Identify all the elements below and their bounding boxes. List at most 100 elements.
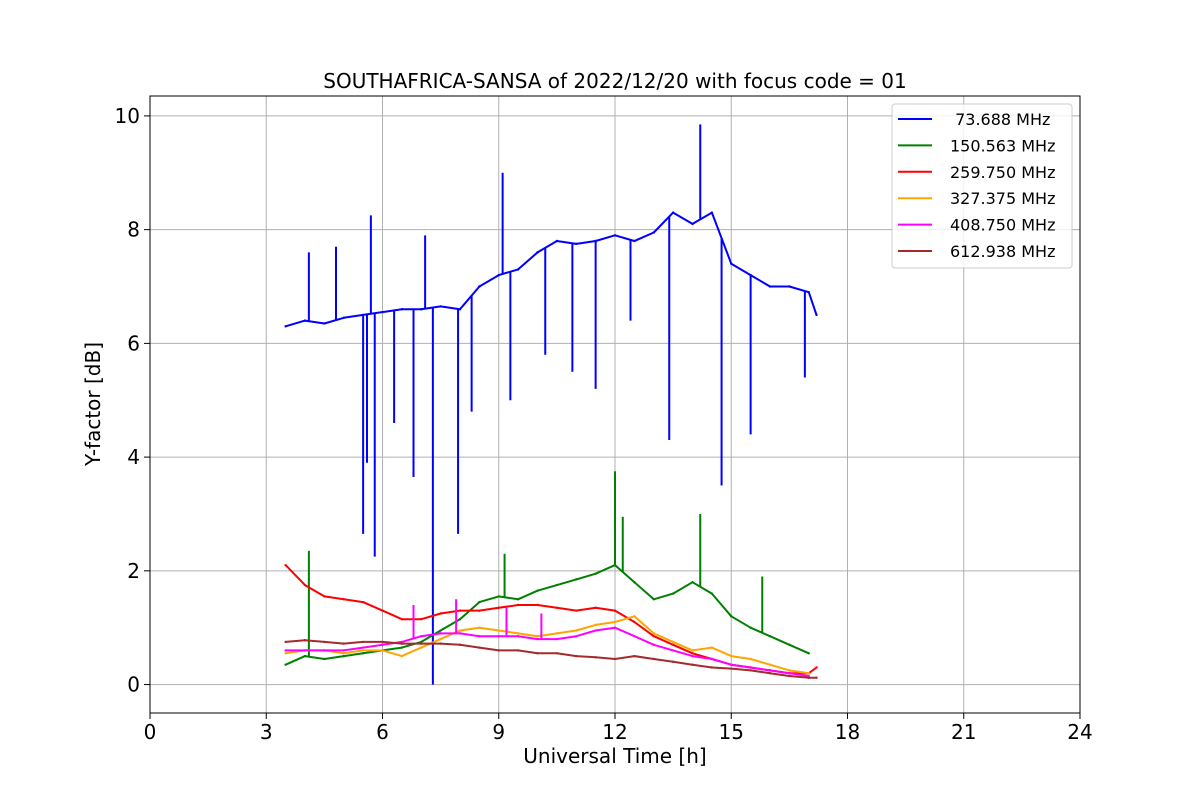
series-point bbox=[671, 643, 675, 646]
series-point bbox=[652, 635, 655, 638]
series-point bbox=[788, 643, 791, 646]
series-point bbox=[536, 251, 539, 254]
series-point bbox=[420, 308, 423, 311]
series-line bbox=[285, 615, 809, 675]
series-point bbox=[497, 273, 500, 277]
series-point bbox=[497, 649, 500, 652]
series-point bbox=[478, 609, 481, 612]
series-line bbox=[285, 626, 809, 677]
series-point bbox=[516, 598, 520, 601]
legend: 73.688 MHz 150.563 MHz 259.750 MHz 327.375 … bbox=[891, 103, 1073, 269]
series-point bbox=[420, 617, 423, 621]
legend-item: 150.563 MHz bbox=[898, 136, 1055, 155]
series-point bbox=[516, 603, 520, 607]
series-4 bbox=[284, 615, 810, 675]
series-point bbox=[633, 654, 636, 658]
series-1 bbox=[284, 124, 818, 685]
series-point bbox=[749, 626, 752, 629]
legend-item: 327.375 MHz bbox=[898, 189, 1055, 208]
legend-label: 73.688 MHz bbox=[950, 110, 1050, 129]
series-point bbox=[815, 676, 818, 679]
series-point bbox=[323, 640, 326, 644]
series-point bbox=[497, 595, 500, 598]
grid bbox=[149, 96, 1081, 713]
series-point bbox=[594, 656, 597, 659]
series-point bbox=[342, 598, 345, 601]
series-point bbox=[815, 313, 818, 317]
series-point bbox=[361, 646, 365, 649]
y-tick-label: 0 bbox=[127, 673, 140, 697]
series-point bbox=[303, 583, 307, 587]
series-point bbox=[613, 657, 617, 661]
series-point bbox=[458, 308, 462, 311]
series-point bbox=[361, 600, 365, 604]
series-point bbox=[594, 629, 597, 632]
series-point bbox=[439, 632, 442, 635]
series-point bbox=[633, 635, 636, 638]
series-point bbox=[768, 663, 772, 666]
series-point bbox=[323, 322, 326, 325]
series-point bbox=[652, 632, 655, 635]
series-point bbox=[710, 657, 714, 661]
series-point bbox=[788, 674, 791, 678]
series-point bbox=[691, 654, 694, 658]
series-point bbox=[633, 581, 636, 584]
series-point bbox=[575, 578, 578, 581]
series-point bbox=[555, 583, 559, 587]
series-point bbox=[807, 671, 810, 675]
series-point bbox=[284, 563, 287, 567]
series-point bbox=[478, 635, 481, 638]
series-point bbox=[555, 239, 559, 243]
series-point bbox=[516, 635, 520, 638]
legend-box bbox=[891, 103, 1073, 269]
y-tick-label: 2 bbox=[127, 559, 140, 583]
series-point bbox=[439, 637, 442, 641]
x-tick-label: 6 bbox=[376, 720, 389, 744]
series-point bbox=[768, 671, 772, 675]
x-tick-label: 0 bbox=[144, 720, 157, 744]
series-point bbox=[575, 609, 578, 612]
series-point bbox=[730, 262, 733, 265]
legend-label: 150.563 MHz bbox=[950, 136, 1055, 155]
series-point bbox=[555, 637, 559, 641]
series-point bbox=[284, 640, 287, 644]
series-point bbox=[400, 654, 404, 658]
chart-title: SOUTHAFRICA-SANSA of 2022/12/20 with foc… bbox=[323, 69, 907, 93]
series-point bbox=[458, 617, 462, 621]
series-point bbox=[788, 669, 791, 672]
series-point bbox=[420, 642, 423, 645]
series-point bbox=[671, 592, 675, 595]
series-point bbox=[575, 629, 578, 632]
legend-label: 408.750 MHz bbox=[950, 216, 1055, 235]
series-point bbox=[652, 231, 655, 234]
series-point bbox=[400, 617, 404, 621]
x-axis-ticks: 0 3 6 9 12 15 18 21 24 bbox=[144, 713, 1093, 744]
series-5 bbox=[284, 599, 810, 678]
series-point bbox=[652, 598, 655, 601]
series-point bbox=[381, 310, 384, 314]
series-point bbox=[361, 652, 365, 655]
x-tick-label: 24 bbox=[1067, 720, 1092, 744]
series-point bbox=[458, 643, 462, 646]
series-point bbox=[594, 606, 597, 609]
legend-item: 73.688 MHz bbox=[898, 110, 1050, 129]
series-point bbox=[516, 632, 520, 635]
series-point bbox=[381, 643, 384, 646]
series-point bbox=[555, 652, 559, 655]
y-axis-ticks: 0 2 4 6 8 10 bbox=[115, 104, 150, 697]
series-point bbox=[691, 652, 694, 655]
series-point bbox=[652, 657, 655, 661]
series-point bbox=[768, 635, 772, 638]
series-point bbox=[303, 319, 307, 322]
series-point bbox=[439, 642, 442, 645]
series-point bbox=[342, 654, 345, 658]
series-point bbox=[536, 589, 539, 592]
series-point bbox=[478, 285, 481, 288]
series-point bbox=[730, 615, 733, 618]
series-point bbox=[458, 629, 462, 632]
series-point bbox=[361, 640, 365, 644]
x-tick-label: 18 bbox=[835, 720, 860, 744]
series-point bbox=[633, 239, 636, 243]
series-point bbox=[284, 649, 287, 652]
